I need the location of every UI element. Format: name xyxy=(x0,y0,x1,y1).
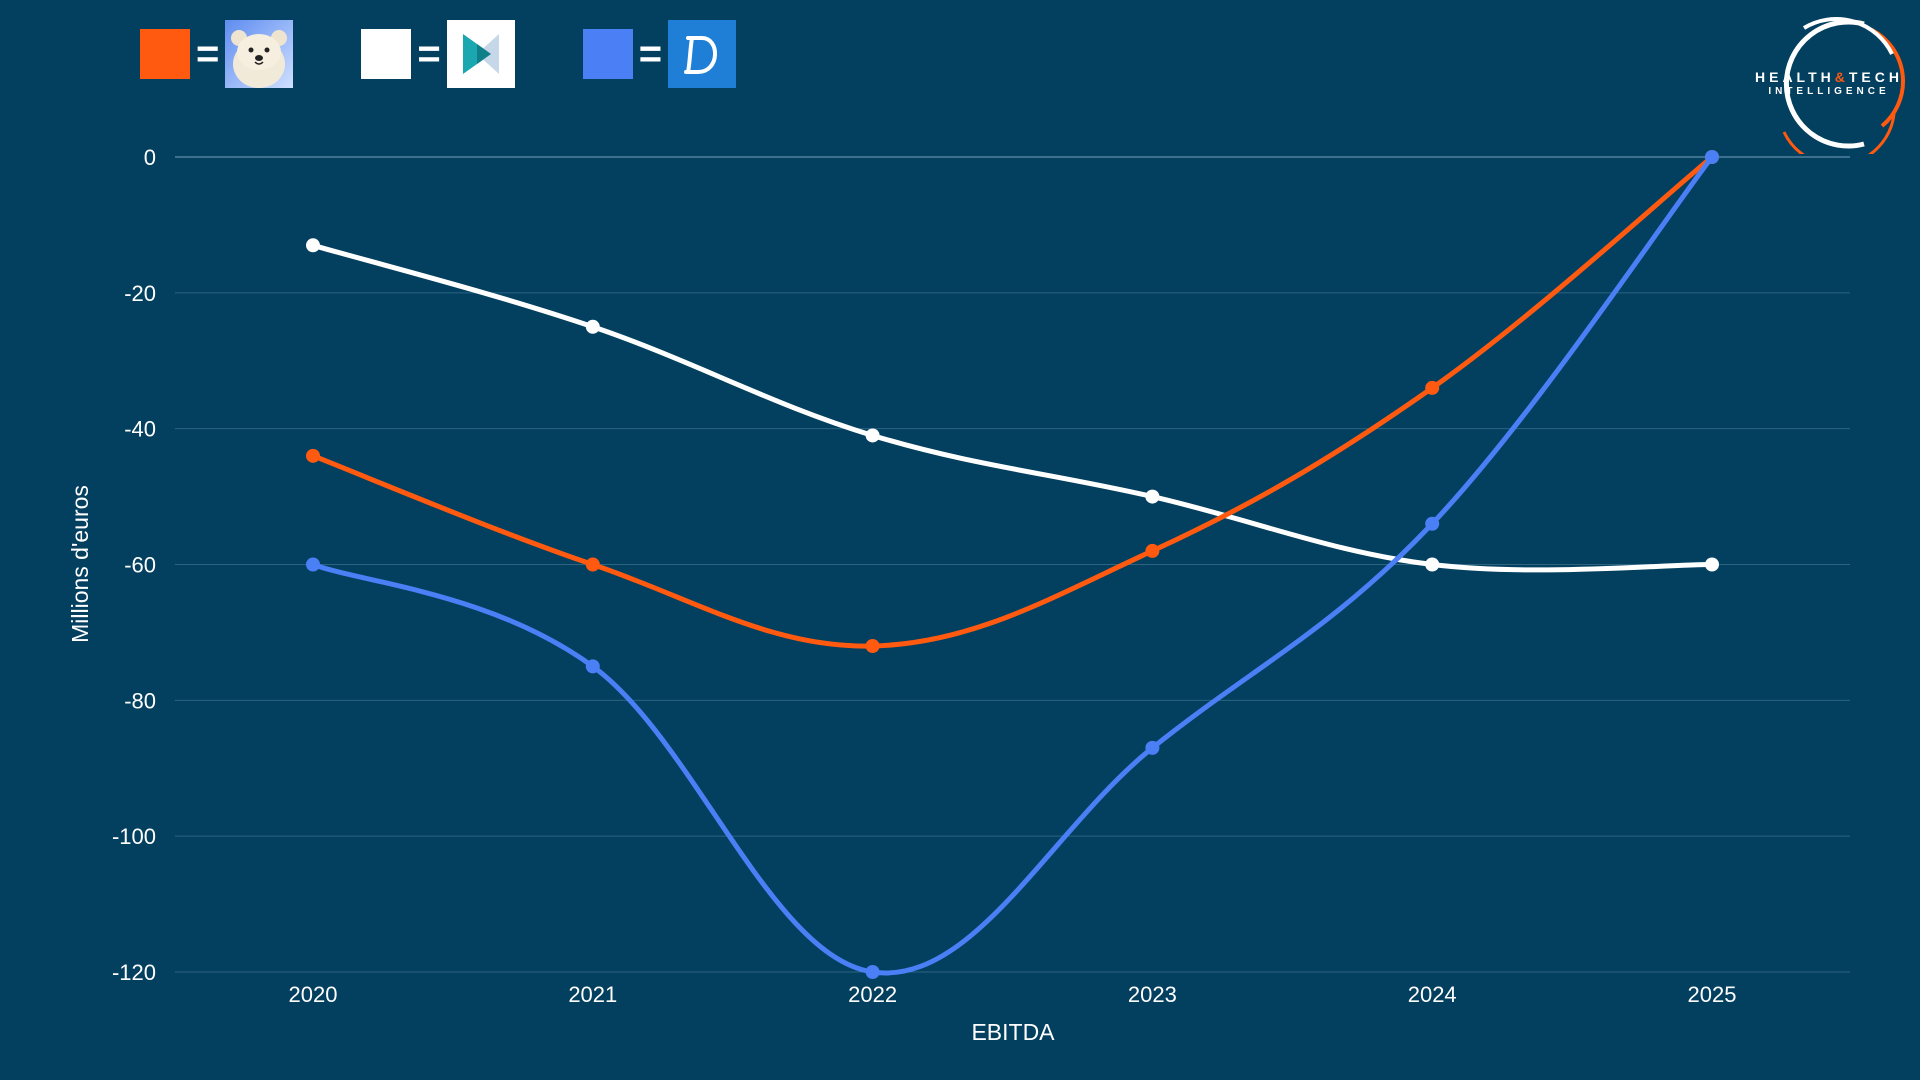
y-tick-label: -80 xyxy=(124,688,156,713)
data-point xyxy=(1425,516,1440,531)
y-tick-label: -40 xyxy=(124,417,156,442)
y-axis-ticks: 0 -20 -40 -60 -80 -100 -120 xyxy=(112,145,156,985)
data-point xyxy=(865,639,880,653)
data-point xyxy=(1145,543,1160,558)
data-point xyxy=(865,428,880,443)
brand-tech: TECH xyxy=(1848,69,1903,85)
y-tick-label: -120 xyxy=(112,960,156,985)
series-lines xyxy=(306,150,1719,979)
legend-equals: = xyxy=(417,32,441,76)
gridlines xyxy=(175,156,1850,973)
legend-equals: = xyxy=(638,32,663,76)
data-point xyxy=(1705,150,1719,164)
data-point xyxy=(306,448,320,463)
y-tick-label: -100 xyxy=(112,824,156,849)
data-point xyxy=(1705,557,1719,572)
data-point xyxy=(865,965,880,979)
data-point xyxy=(585,557,600,572)
data-point xyxy=(585,319,600,334)
legend-swatch-blue xyxy=(582,29,633,79)
d-letter-logo-icon xyxy=(668,20,737,88)
y-tick-label: 0 xyxy=(144,145,156,170)
data-point xyxy=(1145,740,1160,755)
legend-item-orange: = xyxy=(140,20,294,88)
brand-amp: & xyxy=(1834,69,1849,85)
brand-line-1: HEALTH&TECH xyxy=(1744,69,1914,85)
teal-play-logo-icon xyxy=(446,20,515,88)
x-tick-label: 2023 xyxy=(1128,982,1177,1007)
data-point xyxy=(1425,557,1440,572)
series-group xyxy=(306,150,1719,653)
legend-swatch-orange xyxy=(140,29,190,79)
series-group xyxy=(306,238,1719,573)
x-tick-label: 2022 xyxy=(848,982,897,1007)
x-tick-label: 2021 xyxy=(568,982,617,1007)
brand-logo: HEALTH&TECH INTELLIGENCE xyxy=(1744,14,1914,154)
x-tick-label: 2025 xyxy=(1688,982,1737,1007)
legend-equals: = xyxy=(196,32,220,76)
legend: = = = xyxy=(140,20,804,88)
polar-bear-logo-icon xyxy=(225,20,294,88)
y-tick-label: -60 xyxy=(124,553,156,578)
brand-health: HEALTH xyxy=(1755,69,1835,85)
data-point xyxy=(1145,489,1160,504)
data-point xyxy=(585,659,600,674)
brand-line-2: INTELLIGENCE xyxy=(1744,86,1914,97)
brand-ring-icon xyxy=(1782,17,1905,154)
x-tick-label: 2024 xyxy=(1408,982,1457,1007)
legend-swatch-white xyxy=(361,29,412,79)
brand-intelligence: INTELLIGENCE xyxy=(1768,86,1890,97)
series-group xyxy=(306,150,1719,979)
legend-item-white: = xyxy=(361,20,515,88)
series-line xyxy=(312,242,1713,573)
data-point xyxy=(1425,380,1440,395)
y-tick-label: -20 xyxy=(124,281,156,306)
data-point xyxy=(306,238,320,253)
data-point xyxy=(306,557,320,572)
x-axis-ticks: 2020 2021 2022 2023 2024 2025 xyxy=(289,982,1737,1007)
x-axis-title: EBITDA xyxy=(971,1019,1055,1045)
x-tick-label: 2020 xyxy=(289,982,338,1007)
y-axis-title: Millions d'euros xyxy=(67,485,93,643)
series-line xyxy=(312,155,1714,649)
legend-item-blue: = xyxy=(582,20,737,88)
